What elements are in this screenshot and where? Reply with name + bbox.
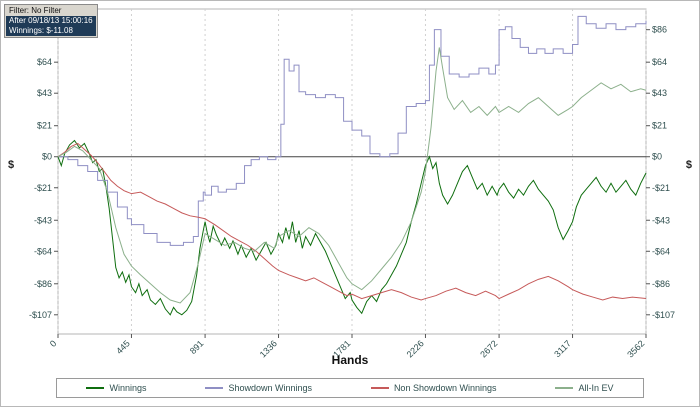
y-tick-label-right: -$107 [652,310,675,320]
series-line-all-in-ev [57,47,647,304]
y-axis-label-left: $ [8,159,15,171]
y-tick-label-left: -$86 [34,279,52,289]
legend-label-showdown-winnings: Showdown Winnings [228,383,312,393]
x-axis-label: Hands [331,353,369,367]
after-date-text: After 09/18/13 15:00:16 [6,16,96,26]
y-axis-label-right: $ [685,159,692,171]
y-tick-label-right: $21 [652,121,667,131]
legend-label-winnings: Winnings [109,383,147,393]
y-tick-label-left: $43 [37,88,52,98]
y-tick-label-left: -$64 [34,246,52,256]
y-tick-label-right: $86 [652,25,667,35]
winnings-line-swatch-icon [86,387,105,389]
y-tick-label-left: -$43 [34,215,52,225]
x-tick-label: 0 [48,338,59,349]
series-line-winnings [57,139,647,316]
y-tick-label-right: -$64 [652,246,670,256]
y-tick-label-left: $0 [42,152,52,162]
filter-info-box: Filter: No Filter After 09/18/13 15:00:1… [4,4,98,38]
legend: Winnings Showdown Winnings Non Showdown … [56,378,644,398]
legend-item-showdown-winnings[interactable]: Showdown Winnings [205,383,312,393]
legend-item-winnings[interactable]: Winnings [86,383,146,393]
all-in-ev-line-swatch-icon [555,387,574,389]
y-tick-label-left: -$21 [34,183,52,193]
y-tick-label-right: $64 [652,57,667,67]
y-tick-label-left: -$107 [29,310,52,320]
legend-item-all-in-ev[interactable]: All-In EV [555,383,613,393]
showdown-line-swatch-icon [205,387,224,389]
winnings-total-text: Winnings: $-11.08 [6,26,96,36]
series-line-non-showdown-winnings [57,142,647,301]
filter-status-text: Filter: No Filter [9,6,62,15]
y-tick-label-right: -$43 [652,215,670,225]
y-tick-label-left: $64 [37,57,52,67]
y-tick-label-right: $43 [652,88,667,98]
legend-label-non-showdown-winnings: Non Showdown Winnings [393,383,497,393]
series-line-showdown-winnings [58,15,647,246]
non-showdown-line-swatch-icon [370,387,389,389]
y-tick-label-right: -$21 [652,183,670,193]
y-tick-label-left: $21 [37,121,52,131]
y-tick-label-right: $0 [652,152,662,162]
legend-item-non-showdown-winnings[interactable]: Non Showdown Winnings [370,383,497,393]
legend-label-all-in-ev: All-In EV [578,383,614,393]
y-tick-label-right: -$86 [652,279,670,289]
